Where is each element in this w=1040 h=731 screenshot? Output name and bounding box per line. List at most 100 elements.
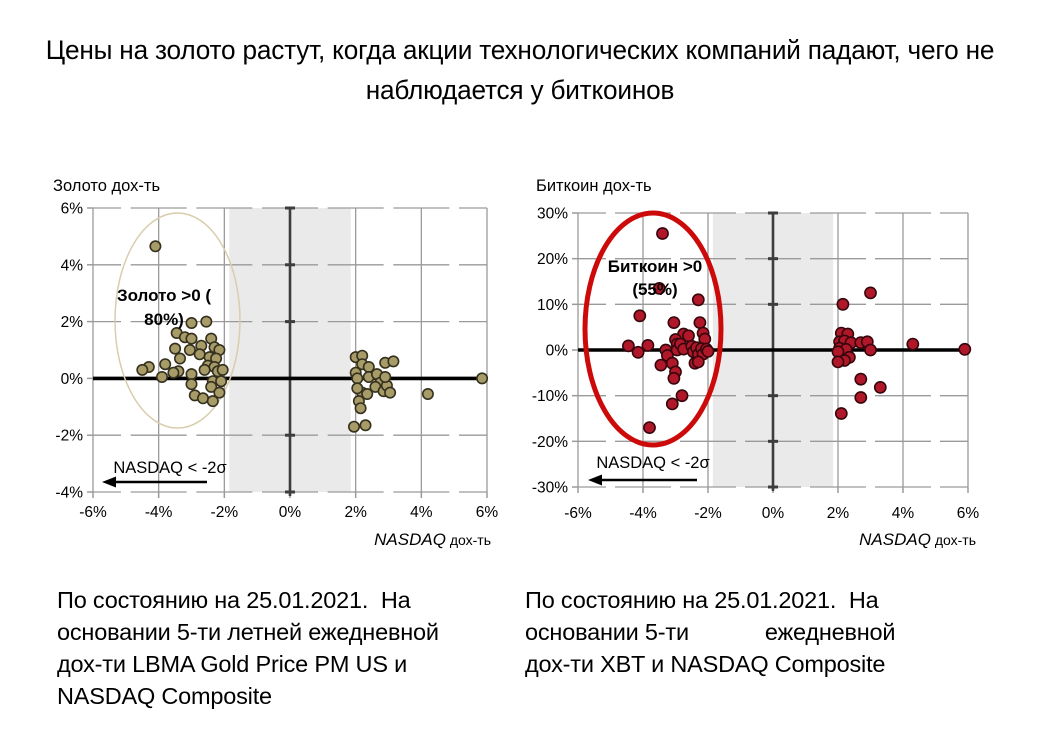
data-point <box>136 363 149 376</box>
data-point <box>216 363 229 376</box>
x-tick-label: -6% <box>79 504 107 521</box>
x-tick-label: -4% <box>629 505 657 522</box>
data-point <box>631 345 645 359</box>
data-point <box>193 348 206 361</box>
data-point <box>834 407 848 420</box>
data-point <box>200 315 213 328</box>
data-point <box>351 382 364 395</box>
data-point <box>185 317 198 330</box>
y-axis-title: Биткоин дох-ть <box>536 177 652 195</box>
center-axis-tick <box>768 257 778 261</box>
data-point <box>379 371 392 384</box>
x-tick-label: 6% <box>476 504 499 521</box>
data-point <box>421 388 434 401</box>
y-tick-label: -4% <box>55 485 83 502</box>
data-point <box>643 421 656 434</box>
data-point <box>864 286 877 300</box>
center-axis-tick <box>285 320 295 324</box>
y-tick-label: 20% <box>537 251 568 268</box>
data-point <box>351 372 364 385</box>
center-axis-tick <box>768 394 778 398</box>
data-point <box>206 395 219 408</box>
data-point <box>958 342 972 356</box>
data-point <box>691 293 705 307</box>
data-point <box>354 402 367 415</box>
cluster-annotation: Биткоин >0 <box>608 257 703 276</box>
y-tick-label: 10% <box>537 297 568 314</box>
data-point <box>205 380 218 393</box>
x-axis-title: NASDAQ дох-ть <box>374 530 491 549</box>
x-tick-label: 2% <box>827 505 850 522</box>
y-tick-label: -10% <box>532 388 568 405</box>
bitcoin-vs-nasdaq-scatter-chart: Биткоин >0 (55%) NASDAQ < -2σ 30% 20% 10% 0% -1… <box>520 165 990 565</box>
data-point <box>476 372 489 385</box>
center-axis-tick <box>768 302 778 306</box>
data-point <box>347 420 360 433</box>
x-tick-label: 2% <box>344 504 367 521</box>
data-point <box>361 388 374 401</box>
x-tick-label: 4% <box>410 504 433 521</box>
data-point <box>633 309 647 323</box>
data-point <box>854 372 868 386</box>
page-title: Цены на золото растут, когда акции техно… <box>45 35 995 105</box>
x-axis-title: NASDAQ дох-ть <box>859 530 976 549</box>
gold-vs-nasdaq-scatter-chart: Золото >0 ( 80%) NASDAQ < -2σ 6% 4% 2% 0% -2% -4… <box>40 165 510 565</box>
left-arrow-head <box>102 476 116 488</box>
data-point <box>675 389 689 403</box>
data-point <box>156 371 169 384</box>
data-point <box>656 227 669 240</box>
data-point <box>167 366 180 379</box>
y-axis-title: Золото дох-ть <box>53 177 160 195</box>
arrow-label: NASDAQ < -2σ <box>113 459 226 477</box>
cluster-ellipse <box>582 210 724 448</box>
data-point <box>831 355 845 369</box>
cluster-annotation: 80%) <box>144 310 184 329</box>
center-axis-tick <box>768 485 778 489</box>
data-point <box>174 352 187 365</box>
x-tick-label: 6% <box>957 505 980 522</box>
data-point <box>149 240 162 253</box>
data-point <box>185 368 198 381</box>
x-tick-label: -2% <box>211 504 239 521</box>
data-point <box>215 375 228 388</box>
data-point <box>359 419 372 432</box>
x-tick-label: -6% <box>564 505 592 522</box>
center-axis-tick <box>768 211 778 215</box>
center-axis-tick <box>285 206 295 210</box>
data-point <box>183 344 196 357</box>
center-axis-tick <box>768 439 778 443</box>
data-point <box>665 397 679 411</box>
x-tick-label: 0% <box>762 505 785 522</box>
data-point <box>873 380 887 394</box>
y-tick-label: 2% <box>61 314 84 331</box>
data-point <box>652 282 666 295</box>
data-point <box>906 337 920 351</box>
data-point <box>622 339 635 353</box>
y-tick-label: 4% <box>61 257 84 274</box>
y-tick-label: -30% <box>532 480 568 497</box>
cluster-ellipse <box>114 212 241 429</box>
data-point <box>185 332 198 345</box>
data-point <box>213 386 226 399</box>
data-point <box>641 338 655 352</box>
x-tick-label: 0% <box>279 504 302 521</box>
data-point <box>701 344 715 358</box>
cluster-annotation: Золото >0 ( <box>117 286 211 305</box>
x-tick-label: -2% <box>694 505 722 522</box>
caption-bitcoin: По состоянию на 25.01.2021. На основании… <box>525 587 896 677</box>
scatter-plot-svg: Биткоин >0 (55%) NASDAQ < -2σ 30% 20% 10% 0% -1… <box>532 177 980 549</box>
caption-gold: По состоянию на 25.01.2021. На основании… <box>57 587 439 709</box>
data-point <box>198 363 211 376</box>
y-tick-label: -20% <box>532 434 568 451</box>
data-point <box>185 378 198 391</box>
y-tick-label: 6% <box>61 201 84 218</box>
data-point <box>667 371 681 385</box>
center-axis-tick <box>285 490 295 494</box>
data-point <box>693 316 707 329</box>
data-point <box>387 355 400 368</box>
data-point <box>169 342 182 355</box>
data-point <box>654 358 668 372</box>
x-tick-label: 4% <box>892 505 915 522</box>
data-point <box>384 386 397 399</box>
